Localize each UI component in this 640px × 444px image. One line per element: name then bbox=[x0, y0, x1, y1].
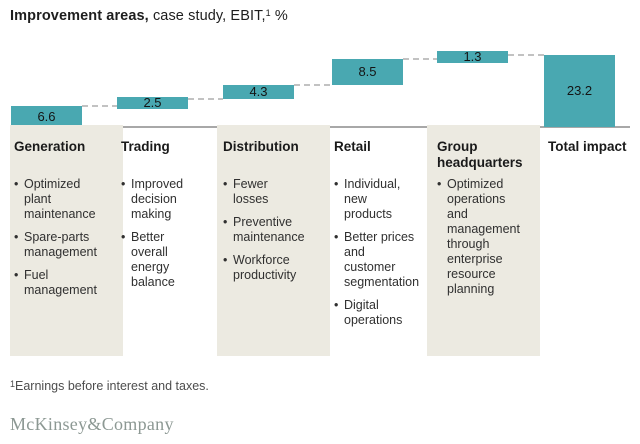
column-panel bbox=[427, 125, 540, 356]
waterfall-bar: 1.3 bbox=[437, 49, 508, 65]
chart-title-bold: Improvement areas, bbox=[10, 8, 149, 24]
waterfall-connector bbox=[403, 57, 437, 60]
bar-value-label: 6.6 bbox=[37, 109, 56, 125]
column-panel bbox=[217, 125, 330, 356]
bullet-text: Fuel management bbox=[24, 268, 97, 297]
bar-value-label: 2.5 bbox=[143, 95, 162, 110]
bullet-marker-icon: • bbox=[14, 268, 19, 282]
bullet-marker-icon: • bbox=[14, 177, 19, 191]
ebit-footnote-marker: 1 bbox=[265, 8, 271, 18]
waterfall-bar: 4.3 bbox=[223, 84, 294, 100]
column-bullet-list: • Fewer losses • Preventive maintenance • Wor… bbox=[223, 177, 305, 291]
bar-value-label: 23.2 bbox=[566, 83, 593, 99]
column-header: Trading bbox=[121, 139, 170, 154]
bullet-marker-icon: • bbox=[121, 177, 126, 191]
bullet-text: Optimized plant maintenance bbox=[24, 177, 96, 221]
chart-title: Improvement areas, case study, EBIT,1 % bbox=[10, 8, 288, 24]
chart-title-regular: case study, EBIT, bbox=[148, 8, 266, 24]
column-bullet-list: • Improved decision making • Better overall… bbox=[121, 177, 193, 298]
percent-suffix: % bbox=[270, 8, 288, 24]
bullet-item: • Spare-parts management bbox=[14, 230, 97, 260]
bullet-item: • Optimized operations and management thr… bbox=[437, 177, 525, 297]
footnote-text: Earnings before interest and taxes. bbox=[15, 379, 209, 393]
bullet-item: • Fuel management bbox=[14, 268, 97, 298]
bullet-marker-icon: • bbox=[223, 177, 228, 191]
waterfall-connector bbox=[294, 84, 332, 87]
bullet-item: • Digital operations bbox=[334, 298, 418, 328]
waterfall-bar: 6.6 bbox=[11, 106, 82, 127]
mckinsey-logo: McKinsey&Company bbox=[10, 414, 174, 434]
bullet-item: • Optimized plant maintenance bbox=[14, 177, 96, 222]
column-header: Retail bbox=[334, 139, 371, 154]
bullet-item: • Better prices and customer segmentation bbox=[334, 230, 420, 290]
footnote: 1Earnings before interest and taxes. bbox=[10, 379, 209, 393]
column-panel bbox=[10, 125, 123, 356]
waterfall-bar: 2.5 bbox=[117, 95, 188, 110]
bullet-marker-icon: • bbox=[334, 230, 339, 244]
total-impact-bar: 23.2 bbox=[544, 54, 615, 127]
column-header: Total impact bbox=[548, 139, 627, 154]
column-header: Distribution bbox=[223, 139, 299, 154]
bullet-item: • Improved decision making bbox=[121, 177, 193, 222]
bullet-text: Better overall energy balance bbox=[131, 230, 175, 289]
bullet-text: Digital operations bbox=[344, 298, 403, 327]
bullet-marker-icon: • bbox=[334, 298, 339, 312]
bullet-item: • Workforce productivity bbox=[223, 253, 297, 283]
bullet-item: • Fewer losses bbox=[223, 177, 297, 207]
bullet-text: Fewer losses bbox=[233, 177, 269, 206]
bar-value-label: 1.3 bbox=[463, 49, 482, 65]
bullet-text: Workforce productivity bbox=[233, 253, 297, 282]
waterfall-bar: 8.5 bbox=[332, 58, 403, 86]
bullet-marker-icon: • bbox=[121, 230, 126, 244]
bar-value-label: 4.3 bbox=[249, 84, 268, 100]
column-bullet-list: • Optimized operations and management thr… bbox=[437, 177, 525, 305]
bullet-text: Optimized operations and management thro… bbox=[447, 177, 520, 296]
bullet-marker-icon: • bbox=[14, 230, 19, 244]
column-bullet-list: • Individual, new products • Better prices … bbox=[334, 177, 420, 336]
bullet-text: Individual, new products bbox=[344, 177, 401, 221]
footnote-marker: 1 bbox=[10, 379, 16, 389]
bullet-marker-icon: • bbox=[223, 253, 228, 267]
column-header: Group headquarters bbox=[437, 139, 523, 170]
bullet-marker-icon: • bbox=[437, 177, 442, 191]
bullet-text: Better prices and customer segmentation bbox=[344, 230, 420, 289]
bullet-marker-icon: • bbox=[334, 177, 339, 191]
bullet-marker-icon: • bbox=[223, 215, 228, 229]
bullet-item: • Preventive maintenance bbox=[223, 215, 305, 245]
waterfall-connector bbox=[82, 105, 117, 108]
bullet-text: Improved decision making bbox=[131, 177, 184, 221]
bullet-item: • Individual, new products bbox=[334, 177, 418, 222]
column-bullet-list: • Optimized plant maintenance • Spare-parts… bbox=[14, 177, 97, 306]
bullet-text: Spare-parts management bbox=[24, 230, 97, 259]
waterfall-connector bbox=[188, 97, 223, 100]
column-header: Generation bbox=[14, 139, 86, 154]
bar-value-label: 8.5 bbox=[358, 64, 377, 80]
bullet-text: Preventive maintenance bbox=[233, 215, 305, 244]
bullet-item: • Better overall energy balance bbox=[121, 230, 193, 290]
waterfall-connector bbox=[508, 53, 544, 56]
